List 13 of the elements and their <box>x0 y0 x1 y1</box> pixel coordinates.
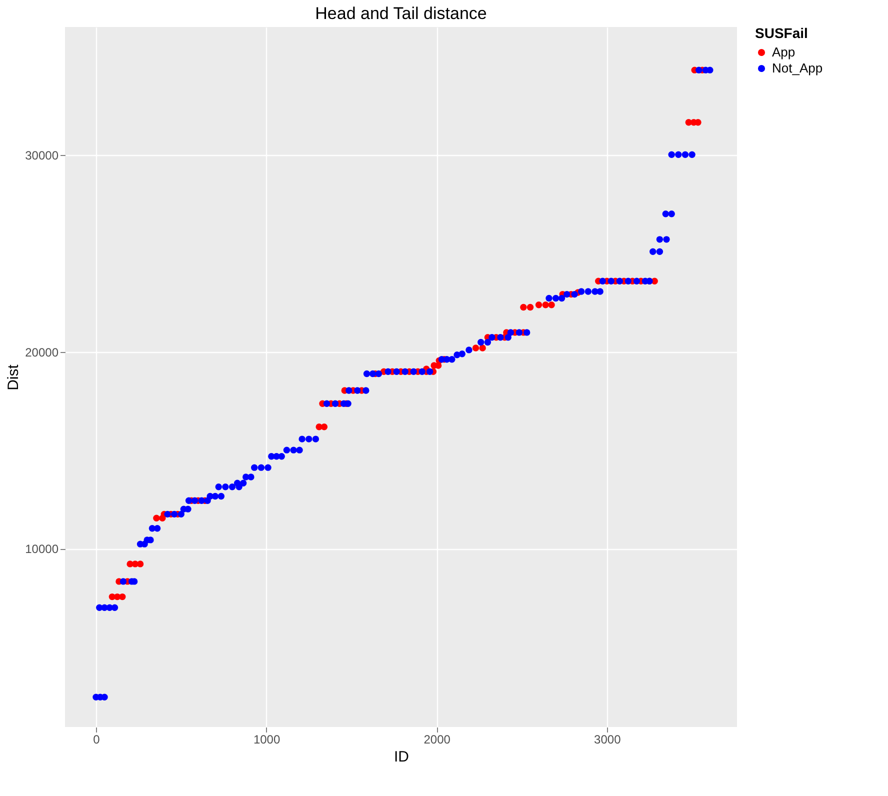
x-tick-label: 3000 <box>594 732 622 746</box>
x-tick-label: 0 <box>93 732 100 746</box>
y-tick-label: 10000 <box>25 542 59 556</box>
y-axis-title: Dist <box>5 364 22 390</box>
x-tick-label: 2000 <box>424 732 451 746</box>
chart-title: Head and Tail distance <box>315 4 487 23</box>
x-tick-label: 1000 <box>253 732 280 746</box>
legend-title: SUSFail <box>755 25 808 41</box>
legend-label: Not_App <box>772 60 823 76</box>
y-tick-label: 30000 <box>25 148 59 163</box>
legend-label: App <box>772 44 796 60</box>
y-tick-label: 20000 <box>25 345 59 360</box>
x-axis-title: ID <box>394 748 410 766</box>
